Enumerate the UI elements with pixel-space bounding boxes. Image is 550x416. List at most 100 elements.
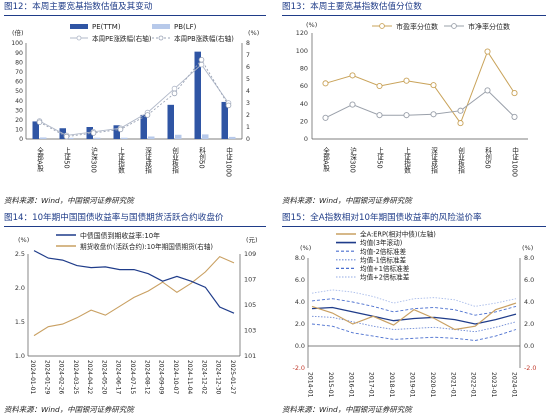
series-marker xyxy=(430,82,437,89)
series-marker xyxy=(484,87,491,94)
right-tick-label: 101 xyxy=(244,352,256,360)
category-label: 深证成指 xyxy=(430,146,438,175)
left-tick-label: 60 xyxy=(15,79,23,86)
y-tick-label: 20 xyxy=(300,118,308,126)
right-tick-label: -2.0 xyxy=(524,364,536,372)
line-chart: (%) 0 20 40 60 80 100 120 全部A股 沪深300 上证50 上证指数 深证成指 创… xyxy=(296,21,528,177)
bar-pe xyxy=(113,125,120,139)
category-label: 科创50 xyxy=(198,146,206,169)
series-marker xyxy=(457,107,464,114)
x-tick-label: 2023-01 xyxy=(490,372,497,398)
futures-price-line xyxy=(33,255,235,337)
bar-line-chart: (倍) (%) 0 10 20 30 40 50 60 70 80 90 100 0 1 2 3 4 5 6 7 8 全部A… xyxy=(11,23,259,177)
legend-label: 均值(3年滚动) xyxy=(360,238,402,247)
right-tick-label: 103 xyxy=(244,327,256,335)
series-marker xyxy=(376,112,383,119)
left-tick-label: 8.0 xyxy=(295,254,305,262)
legend-label: PE(TTM) xyxy=(92,23,121,31)
bar-pe xyxy=(221,101,228,139)
x-tick-label: 2024-12-30 xyxy=(215,360,221,394)
legend-label: 市净率分位数 xyxy=(468,22,510,31)
x-tick-label: 2024-07-15 xyxy=(129,360,135,394)
left-axis-unit: (倍) xyxy=(12,28,24,37)
bar-pb xyxy=(94,137,101,139)
right-tick-label: 105 xyxy=(244,301,256,309)
legend-label: 全A:ERP(相对中债)(左轴) xyxy=(360,230,436,239)
x-tick-label: 2015-01 xyxy=(327,372,334,398)
x-tick-label: 2024-01-01 xyxy=(29,360,35,394)
y-tick-label: 40 xyxy=(300,100,308,108)
chart-panel-pe-pb: 图12：本周主要宽基指数估值及其变动 (倍) (%) 0 10 20 30 40 50 60 70… xyxy=(4,0,266,208)
y-tick-label: 80 xyxy=(300,65,308,73)
right-tick-label: 6 xyxy=(246,64,250,71)
line-pe-change xyxy=(39,63,229,136)
x-tick-label: 2017-01 xyxy=(368,372,375,398)
legend-marker xyxy=(76,35,82,41)
marker-pb-change xyxy=(144,112,151,118)
bond-yield-line xyxy=(33,250,235,314)
bar-pe xyxy=(32,121,39,139)
line-pb-change xyxy=(39,59,229,138)
source-note: 资料来源：Wind，中国银河证券研究院 xyxy=(4,405,134,414)
category-label: 创业板指 xyxy=(171,146,179,175)
band-line xyxy=(311,289,517,307)
legend-swatch xyxy=(70,24,88,29)
legend-label: 均值-2倍标准差 xyxy=(360,247,407,256)
category-label: 沪深300 xyxy=(90,146,98,173)
category-label: 中证1000 xyxy=(225,146,233,177)
left-tick-label: 90 xyxy=(15,50,23,57)
title-rule xyxy=(4,226,266,227)
category-label: 沪深300 xyxy=(349,146,357,173)
x-tick-label: 2024-01-29 xyxy=(43,360,49,394)
x-tick-label: 2019-01 xyxy=(409,372,416,398)
left-tick-label: 30 xyxy=(15,107,23,114)
legend-label: 期货收盘价(活跃合约):10年期国债期货(右轴) xyxy=(80,242,213,251)
bar-pe xyxy=(167,104,174,139)
left-tick-label: 0 xyxy=(19,136,23,143)
left-tick-label: 20 xyxy=(15,117,23,124)
x-tick-label: 2016-01 xyxy=(347,372,354,398)
x-tick-label: 2024-11-04 xyxy=(186,360,192,394)
left-tick-label: 6.0 xyxy=(295,276,305,284)
x-tick-label: 2025-01-27 xyxy=(229,360,235,394)
category-label: 上证50 xyxy=(63,146,71,169)
source-note: 资料来源：Wind，中国银河证券研究院 xyxy=(4,196,134,205)
right-tick-label: 5 xyxy=(246,76,250,83)
bar-pb xyxy=(40,137,47,139)
source-note: 资料来源：Wind，中国银河证券研究院 xyxy=(282,405,412,414)
bar-pe xyxy=(140,114,147,139)
band-line xyxy=(311,323,517,341)
marker-pe-change xyxy=(198,61,205,68)
chart-title: 图13：本周主要宽基指数估值分位数 xyxy=(282,2,422,12)
x-tick-label: 2020-01 xyxy=(429,372,436,398)
title-rule xyxy=(282,226,546,227)
source-note: 资料来源：Wind，中国银河证券研究院 xyxy=(282,196,412,205)
left-axis-unit: (%) xyxy=(18,236,29,244)
left-tick-label: 0.0 xyxy=(295,342,305,350)
left-tick-label: 70 xyxy=(15,69,23,76)
x-tick-label: 2022-01 xyxy=(470,372,477,398)
category-label: 全部A股 xyxy=(36,146,44,173)
legend-label: 市盈率分位数 xyxy=(396,22,438,31)
legend-label: 均值+2倍标准差 xyxy=(360,273,410,282)
marker-pb-change xyxy=(63,133,70,140)
left-tick-label: 2.5 xyxy=(15,250,25,258)
marker-pb-change xyxy=(90,130,97,136)
dual-axis-line-chart: (%) (元) 1.0 1.5 2.0 2.5 101 103 105 107 109 2024-01… xyxy=(15,231,258,394)
series-marker xyxy=(430,111,437,118)
y-axis-unit: (%) xyxy=(306,21,317,29)
right-tick-label: 0 xyxy=(246,136,250,143)
y-tick-label: 120 xyxy=(296,29,308,37)
right-tick-label: 107 xyxy=(244,276,256,284)
series-line xyxy=(325,89,515,119)
right-tick-label: 7 xyxy=(246,52,250,59)
category-label: 上证指数 xyxy=(403,146,411,175)
legend-marker xyxy=(451,23,457,29)
title-rule xyxy=(282,15,546,16)
chart-panel-percentile: 图13：本周主要宽基指数估值分位数 (%) 0 20 40 60 80 100 120 全部A股… xyxy=(282,0,546,208)
right-tick-label: 1 xyxy=(246,124,250,131)
right-axis-unit: (%) xyxy=(522,244,533,252)
x-tick-label: 2024-04-22 xyxy=(86,360,92,394)
chart-panel-erp: 图15：全A指数相对10年期国债收益率的风险溢价率 (%) (%) -2.0 0.0 2… xyxy=(282,211,546,416)
series-marker xyxy=(403,112,410,119)
